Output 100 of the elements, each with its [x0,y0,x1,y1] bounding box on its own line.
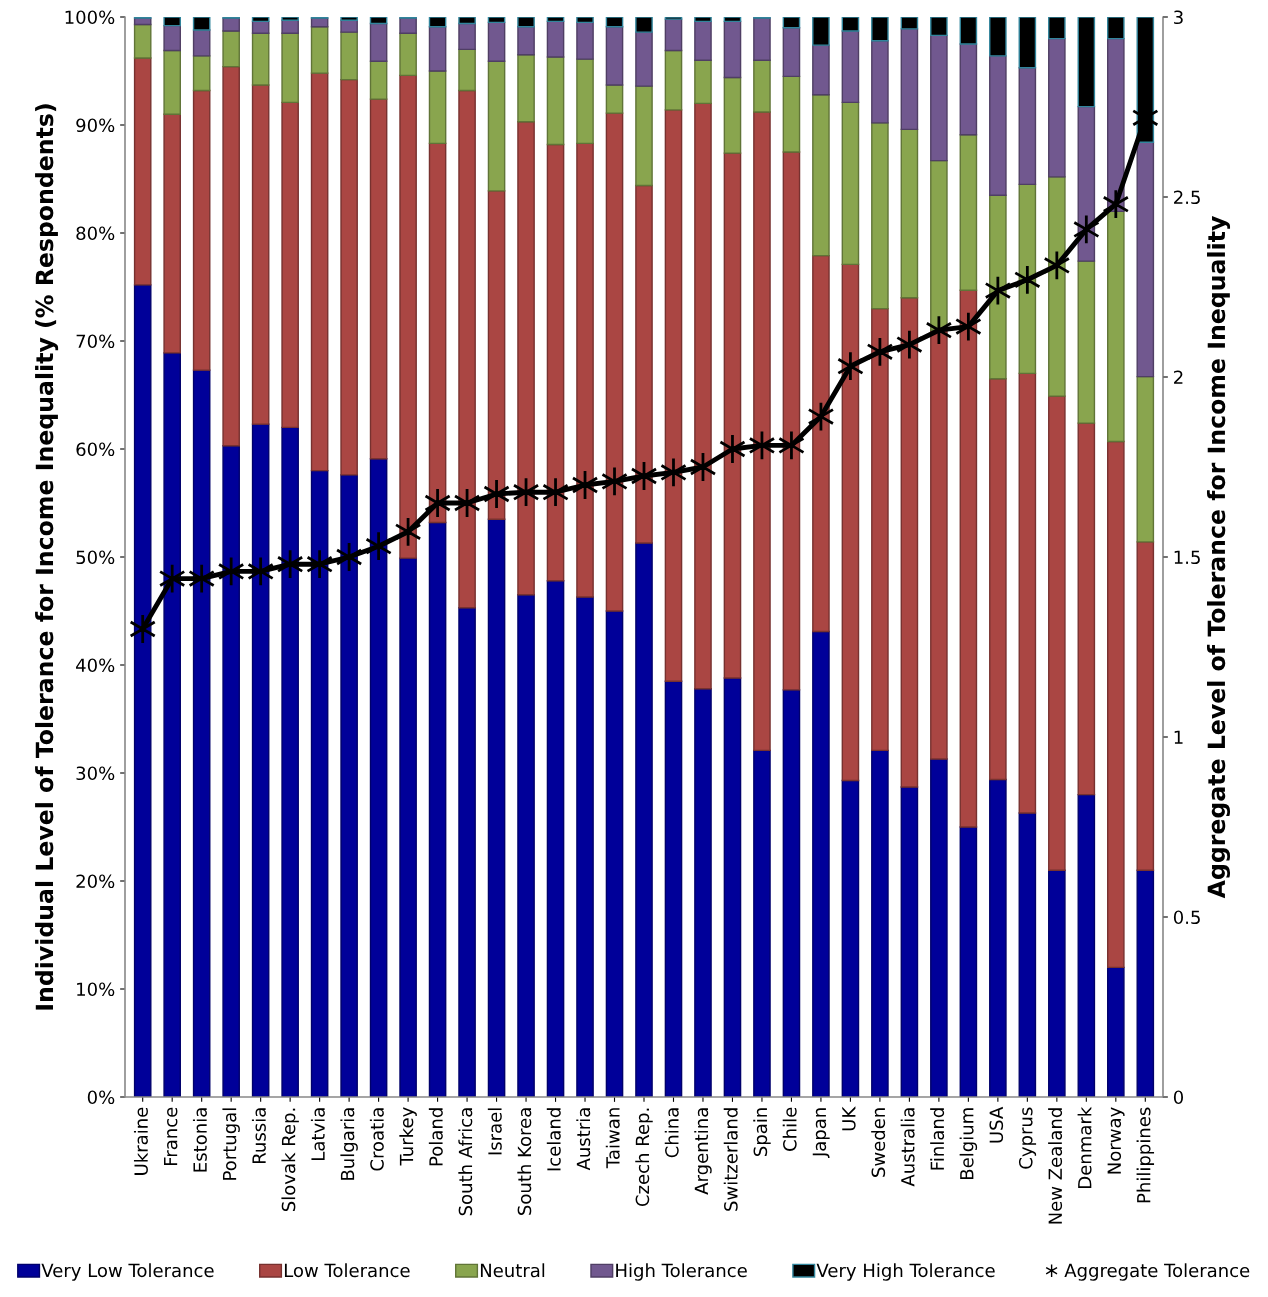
bar [1018,372,1037,814]
bar [959,134,978,291]
bar [812,254,830,633]
bar [753,749,771,1097]
bar [1048,37,1066,178]
bar [369,22,388,62]
bar [428,70,447,145]
bar [1048,17,1066,40]
bar [487,60,506,192]
bar [782,689,801,1097]
bar [605,84,624,114]
bar [1136,541,1155,871]
bar [959,17,978,45]
bar [369,98,388,460]
y-tick-label: 20% [76,874,115,889]
bar [605,26,624,86]
bar [133,57,152,286]
point [895,329,923,360]
bar [664,17,683,20]
bar [1018,183,1037,375]
bar [340,78,358,476]
x-tick-label: Ukraine [133,1107,148,1175]
bar [576,142,594,598]
point [1043,250,1071,281]
bar [163,49,181,115]
x-tick-label: Japan [812,1108,830,1159]
point [954,311,982,342]
bar [635,17,653,33]
bar [1018,812,1037,1097]
y-tick-label: 60% [76,442,115,457]
bar [959,289,978,828]
bar [635,31,653,87]
point [778,430,805,461]
x-tick-label: China [664,1108,679,1158]
bar [723,17,742,23]
bar [133,23,152,59]
bar [605,17,624,28]
bar [340,474,358,1097]
bar [576,58,594,145]
bar [664,109,683,682]
bar [428,142,447,524]
bar [281,426,299,1097]
bar [399,32,417,77]
bar [576,21,594,60]
point [601,466,628,497]
bar [871,307,889,752]
bar [664,680,683,1097]
bar [1077,17,1096,108]
bar [369,458,388,1097]
bar [1077,260,1096,424]
bar [1077,793,1096,1097]
bar [1048,176,1066,397]
bar [664,18,683,52]
x-tick-label: Chile [782,1107,797,1151]
legend-label: Very Low Tolerance [41,1263,214,1281]
bar [458,607,476,1097]
bar [871,17,889,42]
bar [723,677,742,1097]
bar [753,111,771,752]
bar [369,17,388,25]
bar [546,17,565,23]
x-tick-label: Croatia [369,1108,384,1171]
bar [723,20,742,79]
x-tick-label: Portugal [222,1108,240,1180]
bar [841,101,860,266]
bar [841,30,860,104]
bar [369,60,388,100]
bar [989,778,1007,1097]
bar [1048,395,1066,871]
bar [959,826,978,1097]
bar [487,17,506,24]
legend-label: Very High Tolerance [816,1263,995,1281]
bar [605,610,624,1097]
x-tick-label: Turkey [399,1107,417,1166]
bar [163,24,181,52]
bar [930,159,948,331]
y2-tick-label: 0 [1173,1090,1184,1105]
bar [310,26,329,74]
x-tick-label: Bulgaria [340,1108,358,1180]
bar [871,40,889,124]
bar [1107,966,1125,1097]
x-tick-label: Taiwan [605,1108,620,1169]
x-tick-label: South Korea [517,1108,532,1215]
x-tick-label: Argentina [694,1108,712,1195]
bar [546,580,565,1097]
point [365,530,393,562]
point [247,556,275,587]
bar [192,369,211,1097]
bar [517,121,535,596]
bar [428,521,447,1097]
bar [517,17,535,28]
bar [546,56,565,146]
legend-label: Neutral [480,1263,545,1278]
bar [222,17,240,32]
x-tick-label: Belgium [959,1108,978,1179]
point [1102,188,1130,220]
bar [841,17,860,32]
point [660,457,687,488]
bar [487,190,506,520]
bar [635,184,653,544]
